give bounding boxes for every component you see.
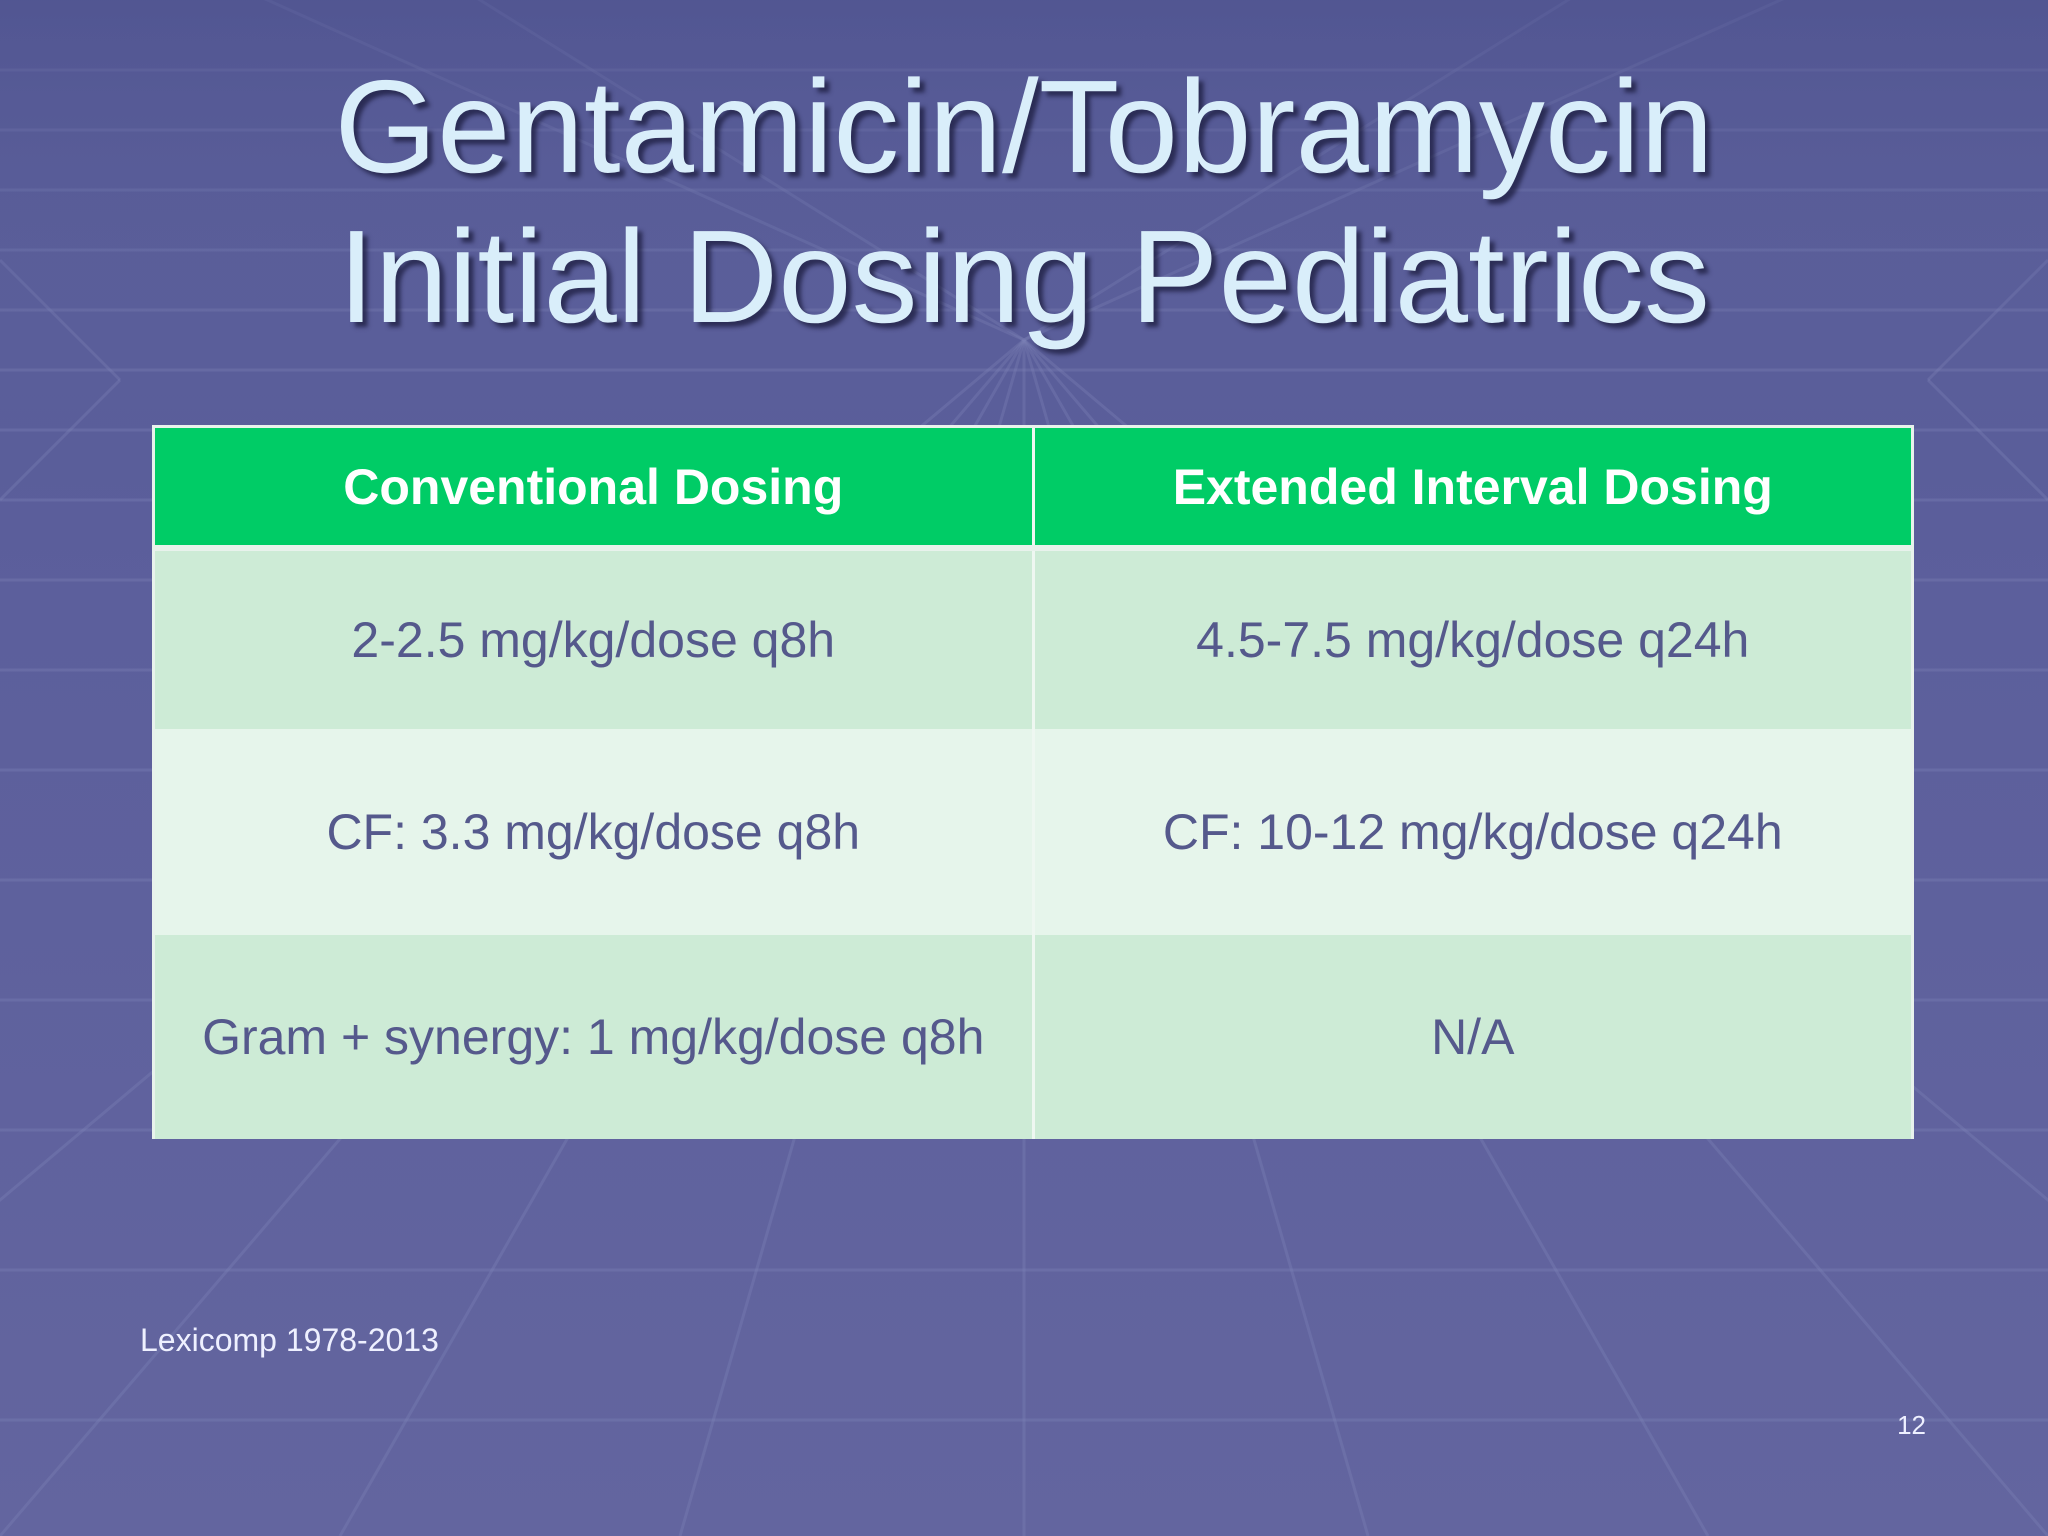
table-row: CF: 3.3 mg/kg/dose q8h CF: 10-12 mg/kg/d… xyxy=(155,729,1911,935)
table-cell: N/A xyxy=(1033,935,1911,1139)
table-row: Gram + synergy: 1 mg/kg/dose q8h N/A xyxy=(155,935,1911,1139)
dosing-table: Conventional Dosing Extended Interval Do… xyxy=(155,428,1911,1139)
citation-text: Lexicomp 1978-2013 xyxy=(140,1322,439,1358)
table-cell: 4.5-7.5 mg/kg/dose q24h xyxy=(1033,548,1911,729)
table-header-row: Conventional Dosing Extended Interval Do… xyxy=(155,428,1911,551)
table-row: 2-2.5 mg/kg/dose q8h 4.5-7.5 mg/kg/dose … xyxy=(155,548,1911,729)
column-header-extended-interval: Extended Interval Dosing xyxy=(1033,428,1911,551)
column-header-conventional: Conventional Dosing xyxy=(155,428,1035,551)
table-cell: CF: 10-12 mg/kg/dose q24h xyxy=(1033,729,1911,935)
page-number: 12 xyxy=(1897,1410,1926,1440)
table-cell: 2-2.5 mg/kg/dose q8h xyxy=(155,548,1035,729)
slide-title: Gentamicin/Tobramycin Initial Dosing Ped… xyxy=(0,52,2048,352)
title-line-2: Initial Dosing Pediatrics xyxy=(338,203,1710,350)
title-line-1: Gentamicin/Tobramycin xyxy=(334,53,1714,200)
dosing-table-container: Conventional Dosing Extended Interval Do… xyxy=(152,425,1914,1139)
table-cell: CF: 3.3 mg/kg/dose q8h xyxy=(155,729,1035,935)
table-cell: Gram + synergy: 1 mg/kg/dose q8h xyxy=(155,935,1035,1139)
